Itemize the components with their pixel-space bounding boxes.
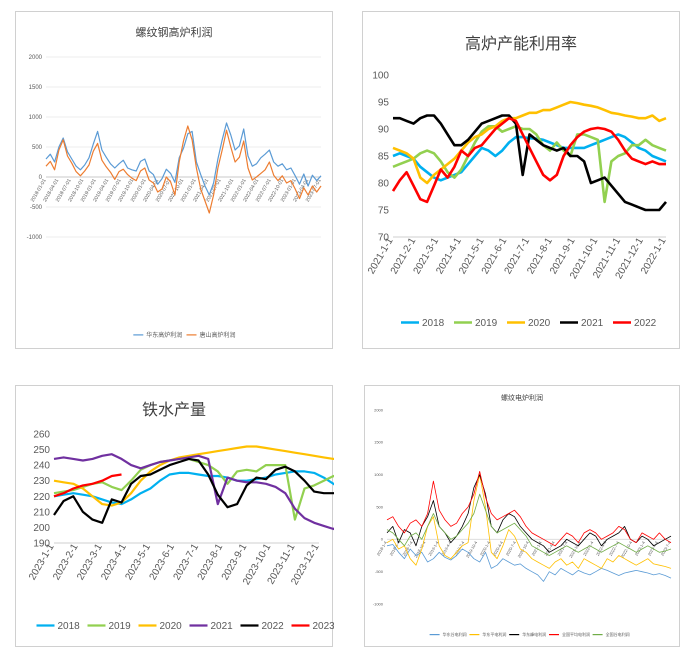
y-tick-label: 260: [33, 430, 50, 441]
chart-title: 高炉产能利用率: [464, 34, 577, 53]
series-line: [53, 473, 122, 498]
y-tick-label: -500: [30, 205, 43, 211]
y-tick-label: 85: [378, 152, 390, 163]
series-line: [386, 474, 672, 569]
legend-label: 2019: [109, 621, 132, 632]
chart-plot: 2602502402302202102001902023-1-12023-2-1…: [27, 430, 335, 632]
y-tick-label: 0: [39, 175, 43, 181]
y-tick-label: -500: [375, 569, 384, 574]
legend-label: 2021: [581, 318, 604, 329]
y-tick-label: 75: [378, 206, 390, 217]
legend-label: 华东高炉利润: [146, 331, 182, 339]
x-tick-label: 2018-10-4: [413, 540, 427, 559]
legend-label: 华东峰电利润: [522, 631, 546, 637]
x-tick-label: 2021-10-4: [568, 540, 582, 559]
chart-plot: 1009590858075702021-1-12021-2-12021-3-12…: [366, 71, 669, 330]
legend-label: 2021: [211, 621, 234, 632]
legend-label: 华东谷电利润: [443, 631, 467, 637]
series-line: [386, 471, 672, 547]
y-tick-label: -1000: [373, 601, 384, 606]
x-tick-label: 2020-10-4: [516, 540, 530, 559]
chart-title: 螺纹电炉利润: [501, 394, 543, 402]
y-tick-label: 240: [33, 461, 50, 472]
chart-panel-electric-furnace-profit: 螺纹电炉利润 2000 1500 1000 500 0 -500 -1000 2018-1-4…: [364, 385, 680, 647]
legend-label: 2018: [422, 318, 445, 329]
y-tick-label: 70: [378, 233, 390, 244]
y-tick-label: 1500: [29, 85, 43, 91]
y-tick-label: 200: [33, 523, 50, 534]
x-tick-label: 2018-7-4: [401, 540, 414, 557]
legend-label: 华东平电利润: [482, 631, 506, 637]
series-line: [386, 474, 672, 553]
y-tick-label: 100: [372, 71, 389, 82]
y-tick-label: 500: [32, 145, 43, 151]
chart-panel-hot-metal-output: 铁水产量 260 250 240 230 220 210 200 190 2023-1-1 202…: [15, 385, 335, 647]
y-tick-label: 1000: [29, 115, 43, 121]
series-line: [53, 457, 334, 524]
series-line: [392, 125, 667, 204]
y-tick-label: 0: [381, 537, 384, 542]
chart-plot: 2000150010005000-500-10002018-01-012018-…: [27, 55, 323, 339]
y-tick-label: 250: [33, 445, 50, 456]
series-line: [45, 125, 322, 214]
y-tick-label: 230: [33, 476, 50, 487]
x-tick-label: 2023-4-4: [647, 540, 660, 557]
legend-label: 2022: [634, 318, 657, 329]
legend-label: 2020: [528, 318, 551, 329]
chart-panel-capacity-utilization: 高炉产能利用率 100 95 90 85 80 75 70 2021-1-1 2021-2-1 2…: [362, 11, 680, 349]
chart-panel-blast-furnace-profit: 螺纹钢高炉利润 2000 1500 1000 500 0 -500 -1000 2018-01…: [15, 11, 333, 349]
y-tick-label: 95: [378, 98, 390, 109]
legend-label: 2020: [160, 621, 183, 632]
series-line: [386, 493, 672, 556]
legend-label: 2018: [58, 621, 81, 632]
series-line: [392, 100, 667, 185]
series-line: [53, 457, 334, 521]
y-tick-label: 2000: [374, 407, 384, 412]
series-line: [393, 114, 667, 212]
legend-label: 唐山高炉利润: [200, 331, 236, 339]
x-tick-label: 2022-4-4: [595, 540, 608, 557]
series-line: [386, 544, 672, 582]
legend-label: 2019: [475, 318, 498, 329]
y-tick-label: 190: [33, 539, 50, 550]
x-tick-label: 2020-7-4: [505, 540, 518, 557]
y-tick-label: 1500: [374, 440, 384, 445]
series-line: [391, 116, 666, 204]
x-tick-label: 2018-1-4: [376, 540, 389, 557]
chart-title: 螺纹钢高炉利润: [135, 26, 213, 39]
y-tick-label: 90: [378, 125, 390, 136]
chart-title: 铁水产量: [141, 400, 206, 419]
legend-label: 2023: [313, 621, 335, 632]
legend-label: 全国平均电利润: [562, 631, 590, 637]
y-tick-label: 2000: [29, 55, 43, 61]
y-tick-label: 1000: [374, 472, 384, 477]
series-line: [45, 122, 322, 196]
x-tick-label: 2022-1-4: [582, 540, 595, 557]
y-tick-label: 220: [33, 492, 50, 503]
legend-label: 全国谷电利润: [606, 631, 630, 637]
y-tick-label: -1000: [27, 235, 43, 241]
y-tick-label: 500: [376, 504, 383, 509]
y-tick-label: 210: [33, 507, 50, 518]
series-line: [53, 445, 334, 507]
x-tick-label: 2020-4-4: [492, 540, 505, 557]
y-tick-label: 80: [378, 179, 390, 190]
series-line: [53, 453, 334, 531]
legend-label: 2022: [262, 621, 285, 632]
